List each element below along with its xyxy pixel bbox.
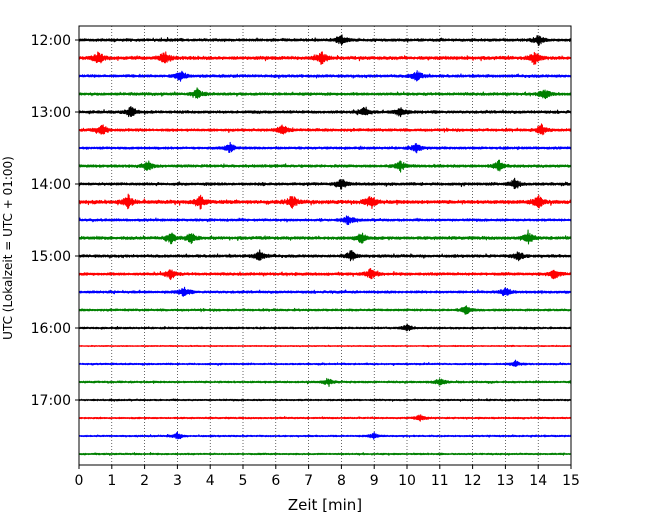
plot-frame: [78, 25, 572, 466]
trace-line: [78, 105, 572, 118]
x-tick-label: 9: [370, 473, 379, 489]
x-tick-label: 1: [107, 473, 116, 489]
y-tick-label: 12:00: [31, 33, 71, 49]
x-tick-label: 4: [206, 473, 215, 489]
trace-line: [78, 141, 572, 154]
y-axis-label: UTC (Lokalzeit = UTC + 01:00): [1, 156, 15, 340]
trace-line: [78, 431, 572, 440]
trace-line: [78, 452, 572, 456]
y-tick-label: 17:00: [31, 393, 71, 409]
y-tick-label: 15:00: [31, 249, 71, 265]
trace-line: [78, 305, 572, 315]
y-axis: 12:00 13:00 14:00 15:00 16:00 17:00: [31, 33, 79, 409]
x-tick-label: 14: [529, 473, 547, 489]
trace-line: [78, 377, 572, 388]
trace-line: [78, 34, 572, 47]
x-axis-label: Zeit [min]: [288, 496, 362, 514]
trace-line: [78, 215, 572, 226]
x-tick-label: 0: [75, 473, 84, 489]
trace-line: [78, 193, 572, 210]
trace-group: [78, 34, 572, 456]
x-tick-label: 2: [140, 473, 149, 489]
trace-line: [78, 123, 572, 136]
x-tick-label: 3: [173, 473, 182, 489]
trace-line: [78, 323, 572, 332]
trace-line: [78, 249, 572, 262]
vertical-gridlines: [111, 26, 539, 465]
trace-line: [78, 268, 572, 281]
x-tick-label: 8: [337, 473, 346, 489]
x-tick-label: 12: [464, 473, 482, 489]
x-tick-label: 7: [304, 473, 313, 489]
trace-line: [78, 344, 572, 348]
trace-line: [78, 177, 572, 190]
y-tick-label: 14:00: [31, 177, 71, 193]
trace-line: [78, 159, 572, 173]
x-tick-label: 6: [271, 473, 280, 489]
x-tick-label: 13: [496, 473, 514, 489]
trace-line: [78, 398, 572, 402]
trace-line: [78, 286, 572, 297]
trace-line: [78, 70, 572, 82]
y-tick-label: 16:00: [31, 321, 71, 337]
x-tick-label: 15: [562, 473, 580, 489]
x-tick-label: 11: [431, 473, 449, 489]
x-tick-label: 5: [239, 473, 248, 489]
x-axis: 0 1 2 3 4 5 6 7 8 9 10 11 12 13 14 15: [75, 465, 580, 489]
y-tick-label: 13:00: [31, 105, 71, 121]
trace-line: [78, 359, 572, 367]
x-tick-label: 10: [398, 473, 416, 489]
trace-line: [78, 87, 572, 100]
trace-line: [78, 51, 572, 66]
trace-line: [78, 414, 572, 422]
trace-line: [78, 229, 572, 245]
